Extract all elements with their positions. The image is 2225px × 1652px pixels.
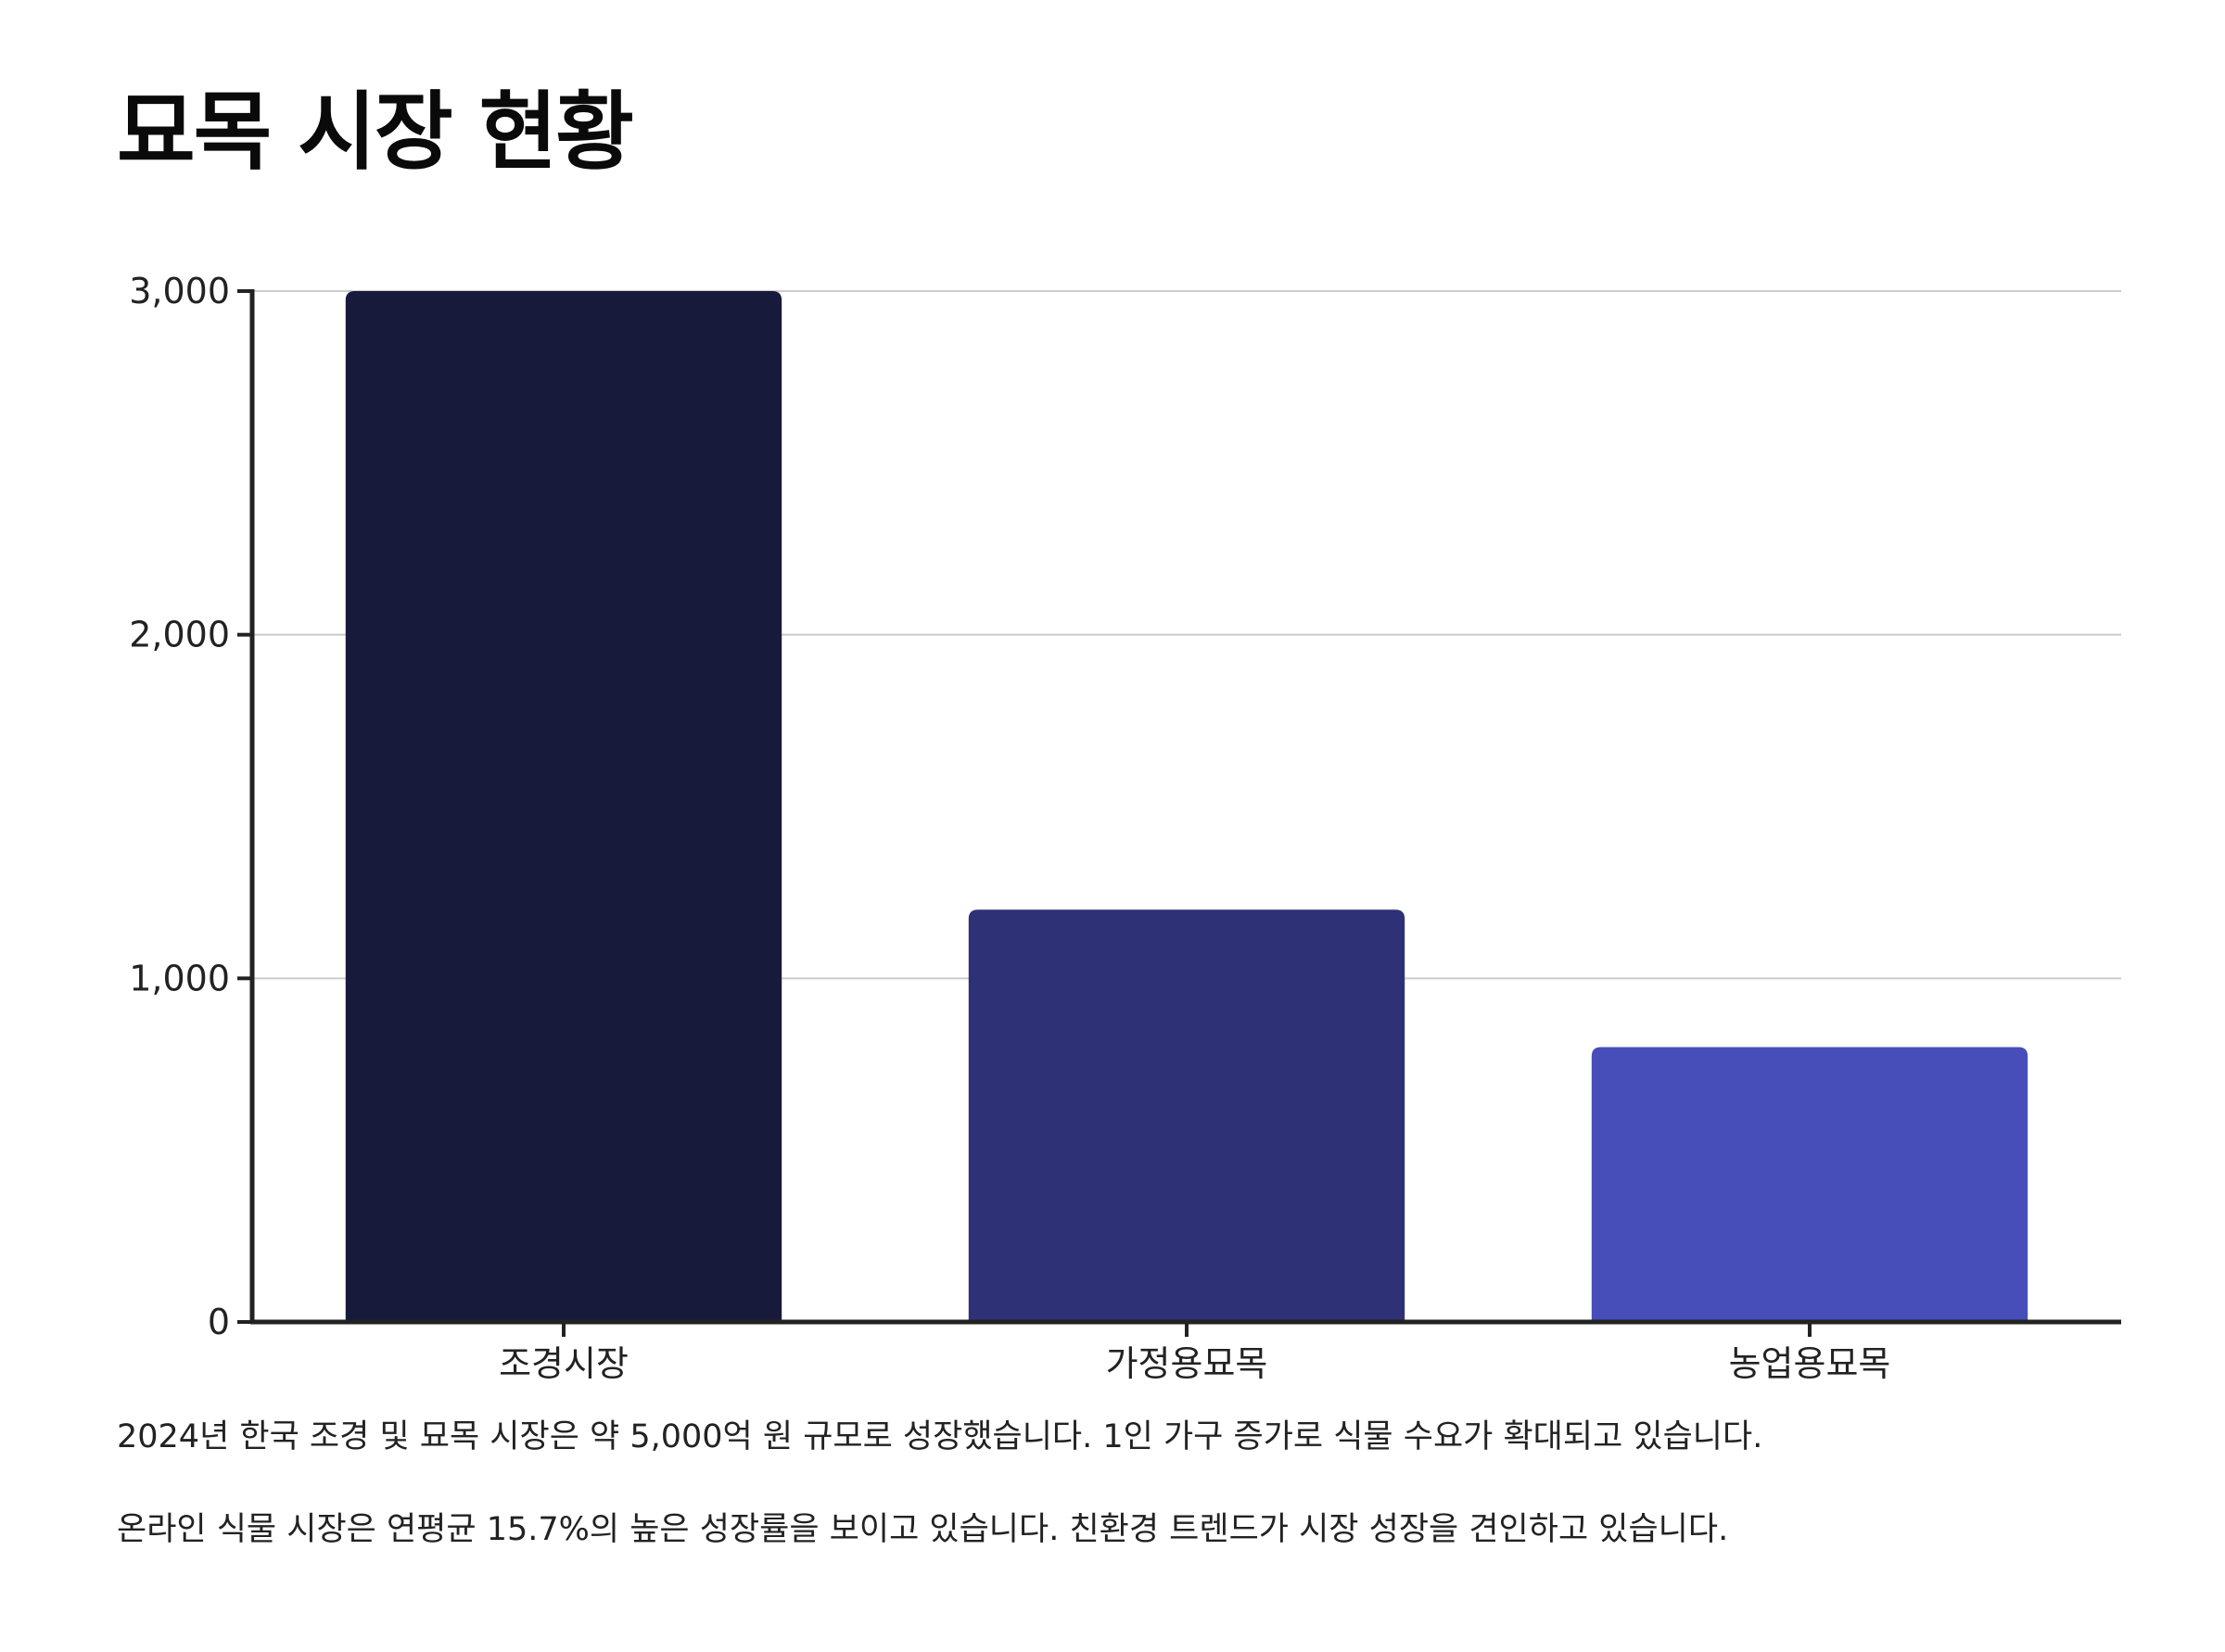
y-tick-label-3: 3,000 [129,271,230,311]
y-tick-label-2: 2,000 [129,615,230,655]
y-tick-label-0: 0 [208,1302,230,1342]
bar-2 [968,909,1405,1322]
bar-3 [1591,1047,2028,1322]
page-title: 묘목 시장 현황 [117,83,634,182]
note-online-growth: 온라인 식물 시장은 연평균 15.7%의 높은 성장률을 보이고 있습니다. … [117,1511,1729,1548]
bar-chart: 0 1,000 2,000 3,000 조경시장 가정용묘목 농업용묘목 [129,271,2121,1384]
x-tick-label-0: 조경시장 [499,1343,629,1384]
note-market-size: 2024년 한국 조경 및 묘목 시장은 약 5,000억 원 규모로 성장했습… [117,1418,1763,1455]
y-tick-label-1: 1,000 [129,958,230,998]
x-tick-label-1: 가정용묘목 [1106,1343,1268,1384]
bar-1 [345,291,782,1322]
notes: 2024년 한국 조경 및 묘목 시장은 약 5,000억 원 규모로 성장했습… [117,1418,2110,1604]
x-tick-label-2: 농업용묘목 [1729,1343,1891,1384]
